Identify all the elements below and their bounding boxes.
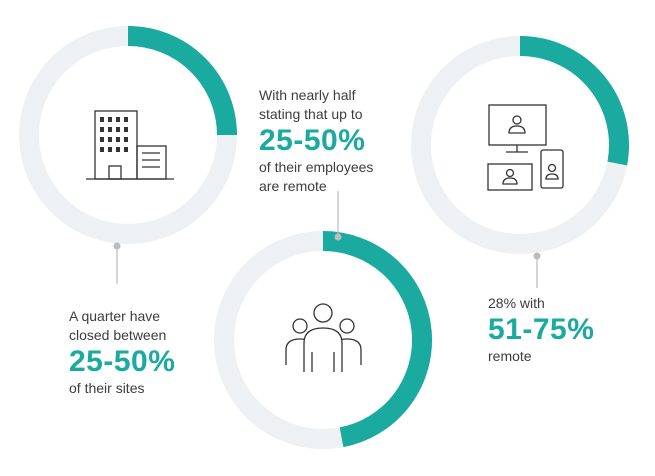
big-percentage: 25-50% [259,124,366,157]
caption-line: stating that up to [259,106,363,122]
connector-dot [533,252,541,260]
value-arc [322,231,433,448]
chart-employees-remote [214,191,433,449]
chart-sites-closed [19,26,237,284]
caption-employees-remote: With nearly half stating that up to 25-5… [259,86,373,196]
connector-dot [334,233,342,241]
caption-line: With nearly half [259,87,356,103]
value-arc [519,36,629,166]
chart-remote-share [411,36,629,288]
remote-video-call-icon [487,104,564,191]
big-percentage: 25-50% [69,345,176,378]
office-building-icon [86,110,174,180]
group-of-people-icon [285,303,362,372]
caption-line: A quarter have [69,308,161,324]
big-percentage: 51-75% [488,313,595,346]
caption-line: are remote [259,178,327,194]
caption-line: remote [488,348,532,364]
caption-line: 28% with [488,295,545,311]
caption-line: of their sites [69,380,145,396]
connector-dot [113,242,121,250]
caption-line: closed between [69,327,167,343]
value-arc [127,26,237,136]
caption-sites-closed: A quarter have closed between 25-50% of … [69,307,175,398]
caption-line: of their employees [259,159,374,175]
caption-remote-share: 28% with 51-75% remote [488,294,594,366]
